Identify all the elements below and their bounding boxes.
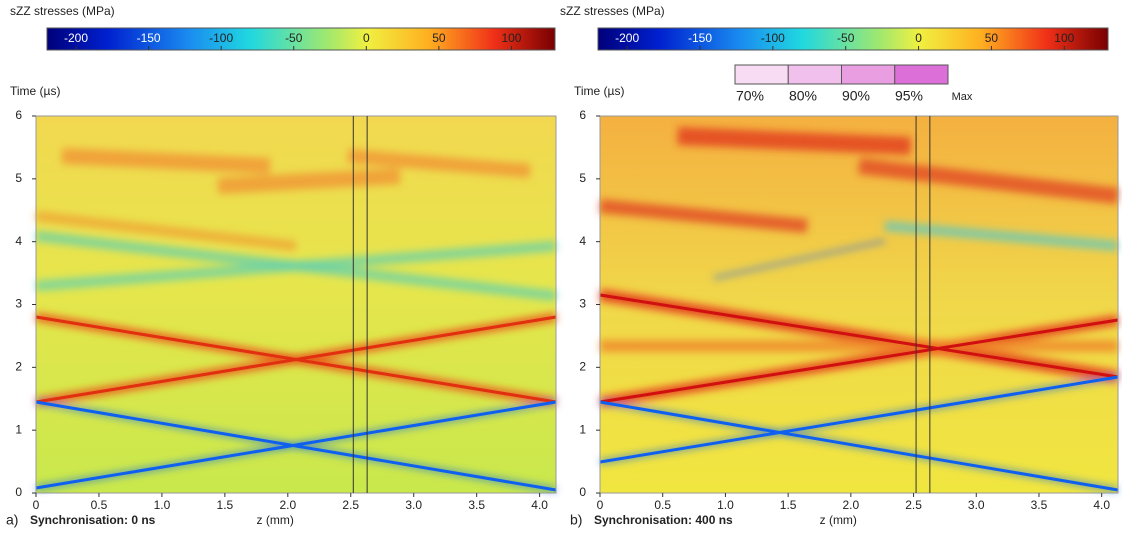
colorbar-tick-label: -150 — [688, 31, 712, 45]
threshold-swatch — [841, 64, 896, 85]
colorbar-tick-label: 50 — [432, 31, 446, 45]
threshold-label: 70% — [736, 88, 764, 104]
x-tick-label: 4.0 — [531, 498, 548, 512]
threshold-label: 90% — [842, 88, 870, 104]
stress-wave-core — [35, 400, 557, 492]
colorbar — [46, 27, 556, 51]
y-axis-label: Time (µs) — [10, 84, 60, 98]
stress-wave-core — [599, 400, 1119, 492]
x-tick-label: 0.5 — [91, 498, 108, 512]
x-tick-label: 1.5 — [217, 498, 234, 512]
caption: Synchronisation: 0 ns — [30, 513, 156, 527]
stress-wave — [35, 231, 557, 301]
colorbar-tick-label: 0 — [915, 31, 922, 45]
y-tick-label: 2 — [15, 360, 22, 374]
y-tick-label: 3 — [15, 297, 22, 311]
stress-wave-core — [599, 375, 1119, 464]
stress-wave — [713, 239, 886, 280]
colorbar-tick-label: 50 — [985, 31, 999, 45]
stress-wave — [61, 148, 271, 174]
colorbar-tick-label: -200 — [64, 31, 88, 45]
x-tick-label: 3.0 — [405, 498, 422, 512]
panel-label: a) — [6, 512, 18, 528]
y-tick-label: 1 — [579, 422, 586, 436]
x-tick-label: 1.0 — [154, 498, 171, 512]
y-tick-label: 3 — [579, 297, 586, 311]
y-tick-label: 0 — [15, 485, 22, 499]
x-tick-label: 4.0 — [1093, 498, 1110, 512]
y-tick-label: 6 — [579, 108, 586, 122]
threshold-label: Max — [952, 91, 973, 103]
stress-wave — [884, 221, 1119, 251]
y-tick-label: 4 — [15, 234, 22, 248]
y-tick-label: 1 — [15, 422, 22, 436]
y-tick-label: 6 — [15, 108, 22, 122]
colorbar-title: sZZ stresses (MPa) — [560, 4, 665, 18]
y-tick-label: 4 — [579, 234, 586, 248]
stress-wave — [35, 211, 297, 251]
stress-wave — [347, 149, 531, 178]
y-tick-label: 5 — [15, 171, 22, 185]
x-tick-label: 1.0 — [717, 498, 734, 512]
panel-label: b) — [570, 512, 582, 528]
caption: Synchronisation: 400 ns — [594, 513, 733, 527]
stress-wave — [858, 158, 1119, 204]
x-tick-label: 0 — [33, 498, 40, 512]
stress-wave-core — [599, 293, 1119, 379]
x-axis-label: z (mm) — [257, 513, 294, 527]
x-tick-label: 2.5 — [905, 498, 922, 512]
y-tick-label: 0 — [579, 485, 586, 499]
y-tick-label: 5 — [579, 171, 586, 185]
x-tick-label: 0.5 — [654, 498, 671, 512]
colorbar-tick-label: -50 — [837, 31, 855, 45]
colorbar-tick-label: 100 — [1054, 31, 1074, 45]
threshold-label: 80% — [789, 88, 817, 104]
threshold-label: 95% — [895, 88, 923, 104]
x-tick-label: 2.0 — [843, 498, 860, 512]
colorbar-tick-label: -150 — [137, 31, 161, 45]
threshold-swatch — [894, 64, 949, 85]
panel: sZZ stresses (MPa)-200 -150 -100 -50 0 50 1000… — [6, 4, 557, 528]
x-tick-label: 1.5 — [780, 498, 797, 512]
y-tick-label: 2 — [579, 360, 586, 374]
colorbar-tick-label: -100 — [209, 31, 233, 45]
x-tick-label: 3.5 — [1031, 498, 1048, 512]
colorbar-title: sZZ stresses (MPa) — [10, 4, 115, 18]
x-tick-label: 3.5 — [468, 498, 485, 512]
x-tick-label: 2.5 — [342, 498, 359, 512]
colorbar-tick-label: -100 — [761, 31, 785, 45]
colorbar — [597, 27, 1109, 51]
stress-wave-core — [35, 315, 557, 404]
x-tick-label: 0 — [597, 498, 604, 512]
y-axis-label: Time (µs) — [574, 84, 624, 98]
stress-wave — [677, 127, 912, 155]
panel: sZZ stresses (MPa)-200 -150 -100 -50 0 50 1007… — [560, 4, 1120, 528]
x-tick-label: 2.0 — [279, 498, 296, 512]
stress-wave — [599, 199, 808, 233]
colorbar-tick-label: -200 — [615, 31, 639, 45]
threshold-swatch — [734, 64, 789, 85]
colorbar-tick-label: 0 — [363, 31, 370, 45]
stress-wave-core — [599, 318, 1119, 404]
colorbar-tick-label: 100 — [501, 31, 521, 45]
threshold-swatch — [787, 64, 842, 85]
x-tick-label: 3.0 — [968, 498, 985, 512]
colorbar-tick-label: -50 — [285, 31, 303, 45]
stress-wave — [217, 168, 401, 194]
x-axis-label: z (mm) — [820, 513, 857, 527]
